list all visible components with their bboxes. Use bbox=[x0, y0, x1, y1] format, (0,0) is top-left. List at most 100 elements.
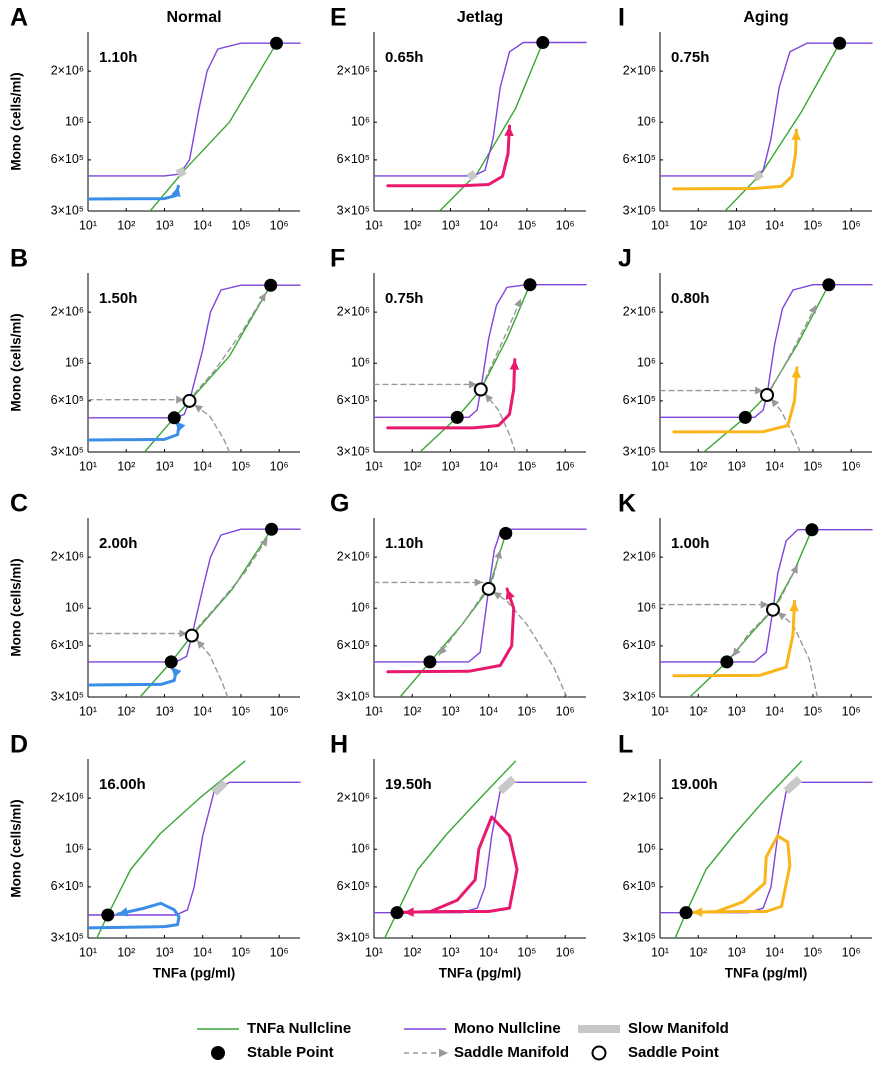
stable-point bbox=[164, 655, 178, 669]
plot-area bbox=[88, 528, 301, 697]
x-tick-label: 10¹ bbox=[365, 459, 383, 473]
y-tick-label: 6×10⁵ bbox=[51, 152, 84, 166]
series-line bbox=[149, 42, 278, 211]
panel: 10¹ 10² 10³ 10⁴ 10⁵ 10⁶ 3×10⁵ 6×10⁵ 10⁶ 2×10⁶ L 19.… bbox=[618, 731, 873, 981]
x-axis-label: TNFa (pg/ml) bbox=[725, 966, 808, 981]
x-tick-label: 10⁵ bbox=[231, 945, 250, 959]
x-tick-label: 10⁶ bbox=[556, 945, 575, 959]
arrowhead bbox=[179, 629, 188, 638]
y-tick-label: 6×10⁵ bbox=[51, 393, 84, 407]
arrowhead bbox=[259, 537, 268, 547]
y-tick-label: 6×10⁵ bbox=[51, 879, 84, 893]
series-line bbox=[724, 42, 841, 211]
panel: 10¹ 10² 10³ 10⁴ 10⁵ 10⁶ 3×10⁵ 6×10⁵ 10⁶ 2×10⁶ K 1.0… bbox=[618, 490, 873, 718]
y-axis-label: Mono (cells/ml) bbox=[9, 313, 24, 411]
trajectory bbox=[88, 901, 181, 930]
x-tick-label: 10¹ bbox=[79, 459, 97, 473]
legend-item: Saddle Manifold bbox=[404, 1044, 569, 1061]
panel: 10¹ 10² 10³ 10⁴ 10⁵ 10⁶ 3×10⁵ 6×10⁵ 10⁶ 2×10⁶ E Jet… bbox=[330, 4, 587, 232]
legend-label: Slow Manifold bbox=[628, 1020, 729, 1037]
y-tick-label: 6×10⁵ bbox=[623, 393, 656, 407]
legend-label: Saddle Point bbox=[628, 1044, 719, 1061]
trajectory bbox=[386, 124, 511, 188]
x-tick-label: 10³ bbox=[155, 459, 173, 473]
x-tick-label: 10⁵ bbox=[803, 945, 822, 959]
legend-item: TNFa Nullcline bbox=[197, 1020, 351, 1037]
x-tick-label: 10⁴ bbox=[765, 704, 784, 718]
x-tick-label: 10⁴ bbox=[193, 945, 212, 959]
time-label: 1.50h bbox=[99, 290, 137, 307]
slow-manifold bbox=[752, 169, 764, 182]
y-tick-label: 6×10⁵ bbox=[623, 879, 656, 893]
y-tick-label: 3×10⁵ bbox=[337, 203, 370, 217]
x-tick-label: 10² bbox=[689, 945, 707, 959]
arrowhead bbox=[474, 578, 483, 587]
arrowhead bbox=[117, 907, 129, 917]
x-tick-label: 10⁵ bbox=[517, 704, 536, 718]
panel: 10¹ 10² 10³ 10⁴ 10⁵ 10⁶ 3×10⁵ 6×10⁵ 10⁶ 2×10⁶ A Nor… bbox=[9, 4, 301, 232]
x-tick-label: 10² bbox=[403, 945, 421, 959]
x-tick-label: 10⁴ bbox=[193, 704, 212, 718]
saddle-manifold bbox=[660, 564, 818, 697]
y-tick-label: 3×10⁵ bbox=[337, 689, 370, 703]
stable-point bbox=[423, 655, 437, 669]
arrowhead bbox=[196, 639, 206, 649]
time-label: 2.00h bbox=[99, 535, 137, 552]
time-label: 19.50h bbox=[385, 776, 432, 793]
plot-area bbox=[88, 284, 301, 452]
panel-letter: L bbox=[618, 731, 633, 759]
y-tick-label: 3×10⁵ bbox=[623, 444, 656, 458]
arrowhead bbox=[692, 907, 703, 917]
y-tick-label: 10⁶ bbox=[637, 842, 656, 856]
arrowhead bbox=[175, 421, 186, 432]
stable-point bbox=[679, 906, 693, 920]
y-tick-label: 2×10⁶ bbox=[623, 790, 656, 804]
y-tick-label: 3×10⁵ bbox=[51, 689, 84, 703]
saddle-point bbox=[182, 393, 197, 408]
plot-area bbox=[374, 760, 587, 938]
legend: TNFa Nullcline Mono Nullcline Slow Manifol… bbox=[197, 1020, 729, 1061]
x-tick-label: 10⁵ bbox=[517, 945, 536, 959]
x-tick-label: 10⁵ bbox=[231, 218, 250, 232]
panel: 10¹ 10² 10³ 10⁴ 10⁵ 10⁶ 3×10⁵ 6×10⁵ 10⁶ 2×10⁶ C 2.0… bbox=[9, 490, 301, 718]
plot-area bbox=[660, 42, 873, 211]
x-tick-label: 10⁵ bbox=[231, 459, 250, 473]
plot-area bbox=[374, 528, 587, 697]
y-tick-label: 2×10⁶ bbox=[337, 63, 370, 77]
x-tick-label: 10⁴ bbox=[193, 218, 212, 232]
legend-label: Stable Point bbox=[247, 1044, 334, 1061]
saddle-point bbox=[473, 382, 488, 397]
arrowhead bbox=[485, 393, 494, 403]
x-tick-label: 10² bbox=[403, 459, 421, 473]
x-tick-label: 10³ bbox=[727, 459, 745, 473]
arrowhead bbox=[494, 550, 503, 559]
arrowhead bbox=[194, 404, 204, 413]
x-tick-label: 10⁵ bbox=[803, 704, 822, 718]
time-label: 19.00h bbox=[671, 776, 718, 793]
x-tick-label: 10⁴ bbox=[193, 459, 212, 473]
x-tick-label: 10⁶ bbox=[556, 218, 575, 232]
stable-point bbox=[822, 278, 836, 292]
column-title: Jetlag bbox=[457, 9, 503, 26]
arrowhead bbox=[789, 601, 799, 612]
x-tick-label: 10³ bbox=[727, 945, 745, 959]
legend-swatch bbox=[591, 1045, 607, 1061]
y-tick-label: 6×10⁵ bbox=[337, 879, 370, 893]
panel-letter: F bbox=[330, 245, 345, 273]
series-line bbox=[88, 781, 301, 916]
y-tick-label: 10⁶ bbox=[637, 115, 656, 129]
stable-point bbox=[269, 36, 283, 50]
arrowhead bbox=[493, 591, 502, 600]
x-tick-label: 10¹ bbox=[365, 704, 383, 718]
x-tick-label: 10² bbox=[117, 704, 135, 718]
panel-letter: J bbox=[618, 245, 632, 273]
legend-arrowhead bbox=[438, 1048, 448, 1058]
trajectory bbox=[386, 587, 516, 674]
x-tick-label: 10⁴ bbox=[765, 459, 784, 473]
x-tick-label: 10⁴ bbox=[479, 945, 498, 959]
stable-point bbox=[265, 522, 279, 536]
x-tick-label: 10⁵ bbox=[231, 704, 250, 718]
saddle-manifold bbox=[660, 304, 817, 452]
series-line bbox=[660, 284, 873, 418]
